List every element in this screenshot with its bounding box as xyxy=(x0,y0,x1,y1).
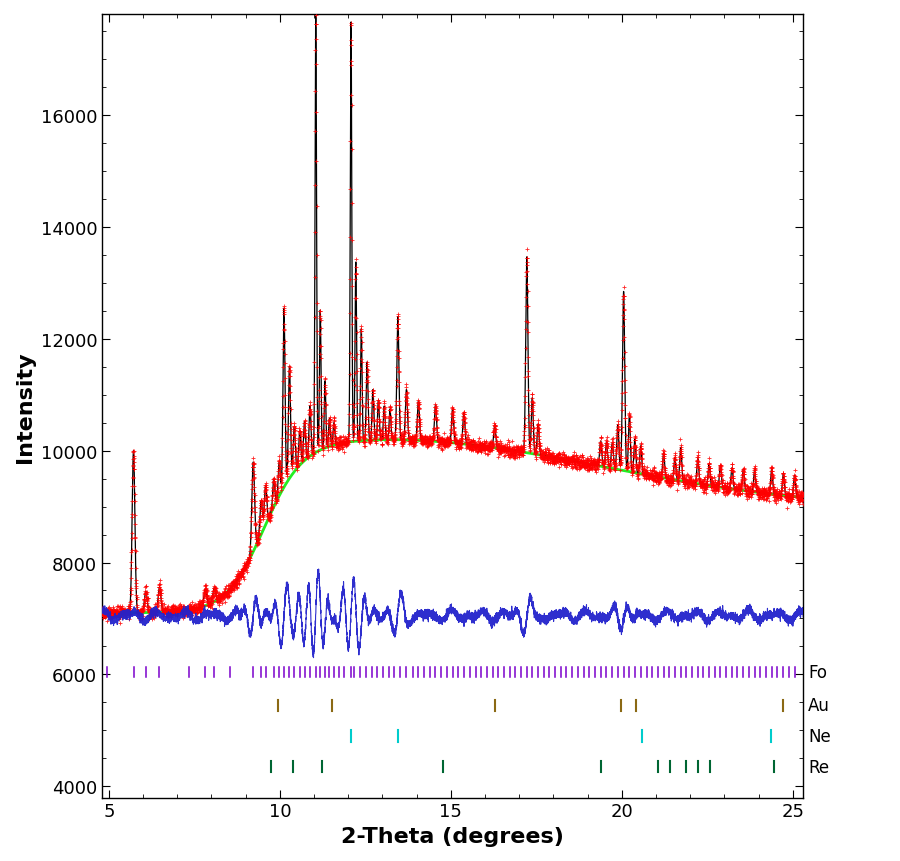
Text: Fo: Fo xyxy=(808,663,827,681)
Text: Re: Re xyxy=(808,758,830,776)
Text: Au: Au xyxy=(808,697,830,715)
X-axis label: 2-Theta (degrees): 2-Theta (degrees) xyxy=(341,826,564,846)
Y-axis label: Intensity: Intensity xyxy=(15,350,35,462)
Text: Ne: Ne xyxy=(808,728,831,745)
